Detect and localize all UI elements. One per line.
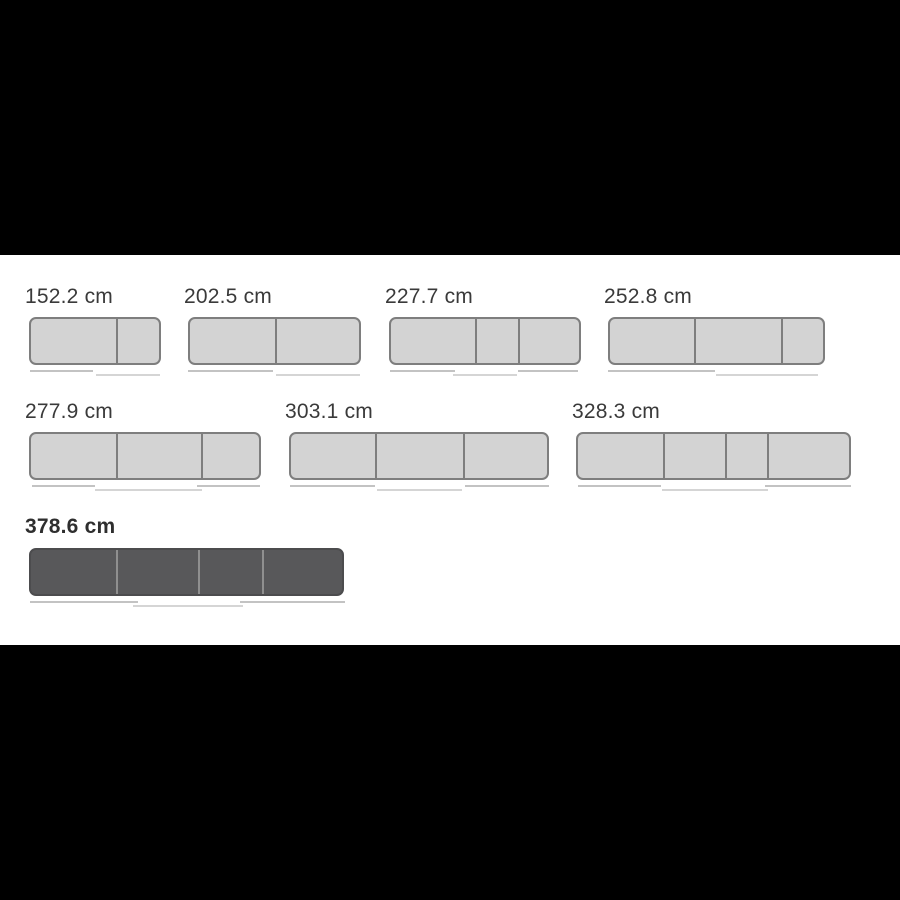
size-option[interactable]: 378.6 cm [25,516,345,610]
size-option-label: 303.1 cm [285,400,373,423]
dimension-line [30,370,93,372]
size-option[interactable]: 303.1 cm [285,401,549,494]
dimension-line [240,601,345,603]
sofa-shape [188,317,361,365]
size-option-label: 152.2 cm [25,285,113,308]
seat-divider [116,319,118,363]
size-option-label: 252.8 cm [604,285,692,308]
dimension-line [290,485,375,487]
dimension-line [390,370,455,372]
sofa-shape [576,432,851,480]
seat-divider [116,434,118,478]
seat-divider [663,434,665,478]
seat-divider [275,319,277,363]
size-option-label: 378.6 cm [25,515,116,538]
seat-divider [262,550,264,594]
size-option[interactable]: 227.7 cm [385,286,581,379]
dimension-line [716,374,818,376]
dimension-line [197,485,260,487]
seat-divider [781,319,783,363]
dimension-line [578,485,661,487]
dimension-line [30,601,138,603]
dimension-line [95,489,202,491]
dimension-line [133,605,243,607]
seat-divider [725,434,727,478]
dimension-line [608,370,715,372]
sofa-shape [389,317,581,365]
size-option-label: 202.5 cm [184,285,272,308]
seat-divider [463,434,465,478]
dimension-line [765,485,851,487]
top-letterbox [0,0,900,255]
sofa-shape [29,432,261,480]
size-option-label: 277.9 cm [25,400,113,423]
seat-divider [375,434,377,478]
size-option-label: 227.7 cm [385,285,473,308]
seat-divider [518,319,520,363]
size-option[interactable]: 277.9 cm [25,401,261,494]
seat-divider [767,434,769,478]
dimension-line [465,485,549,487]
sofa-shape [608,317,825,365]
seat-divider [198,550,200,594]
dimension-line [32,485,95,487]
seat-divider [201,434,203,478]
size-option-label: 328.3 cm [572,400,660,423]
dimension-line [276,374,360,376]
dimension-line [662,489,768,491]
size-option[interactable]: 252.8 cm [604,286,825,379]
dimension-line [188,370,273,372]
dimension-line [518,370,578,372]
bottom-letterbox [0,645,900,900]
seat-divider [116,550,118,594]
size-option[interactable]: 152.2 cm [25,286,161,379]
dimension-line [377,489,462,491]
seat-divider [694,319,696,363]
size-option[interactable]: 328.3 cm [572,401,851,494]
dimension-line [453,374,517,376]
sofa-shape [289,432,549,480]
sofa-shape [29,317,161,365]
sofa-shape [29,548,344,596]
dimension-line [96,374,160,376]
size-option[interactable]: 202.5 cm [184,286,361,379]
size-selector-panel: 152.2 cm 202.5 cm 227.7 cm 252.8 cm 277.9 cm… [0,255,900,645]
seat-divider [475,319,477,363]
